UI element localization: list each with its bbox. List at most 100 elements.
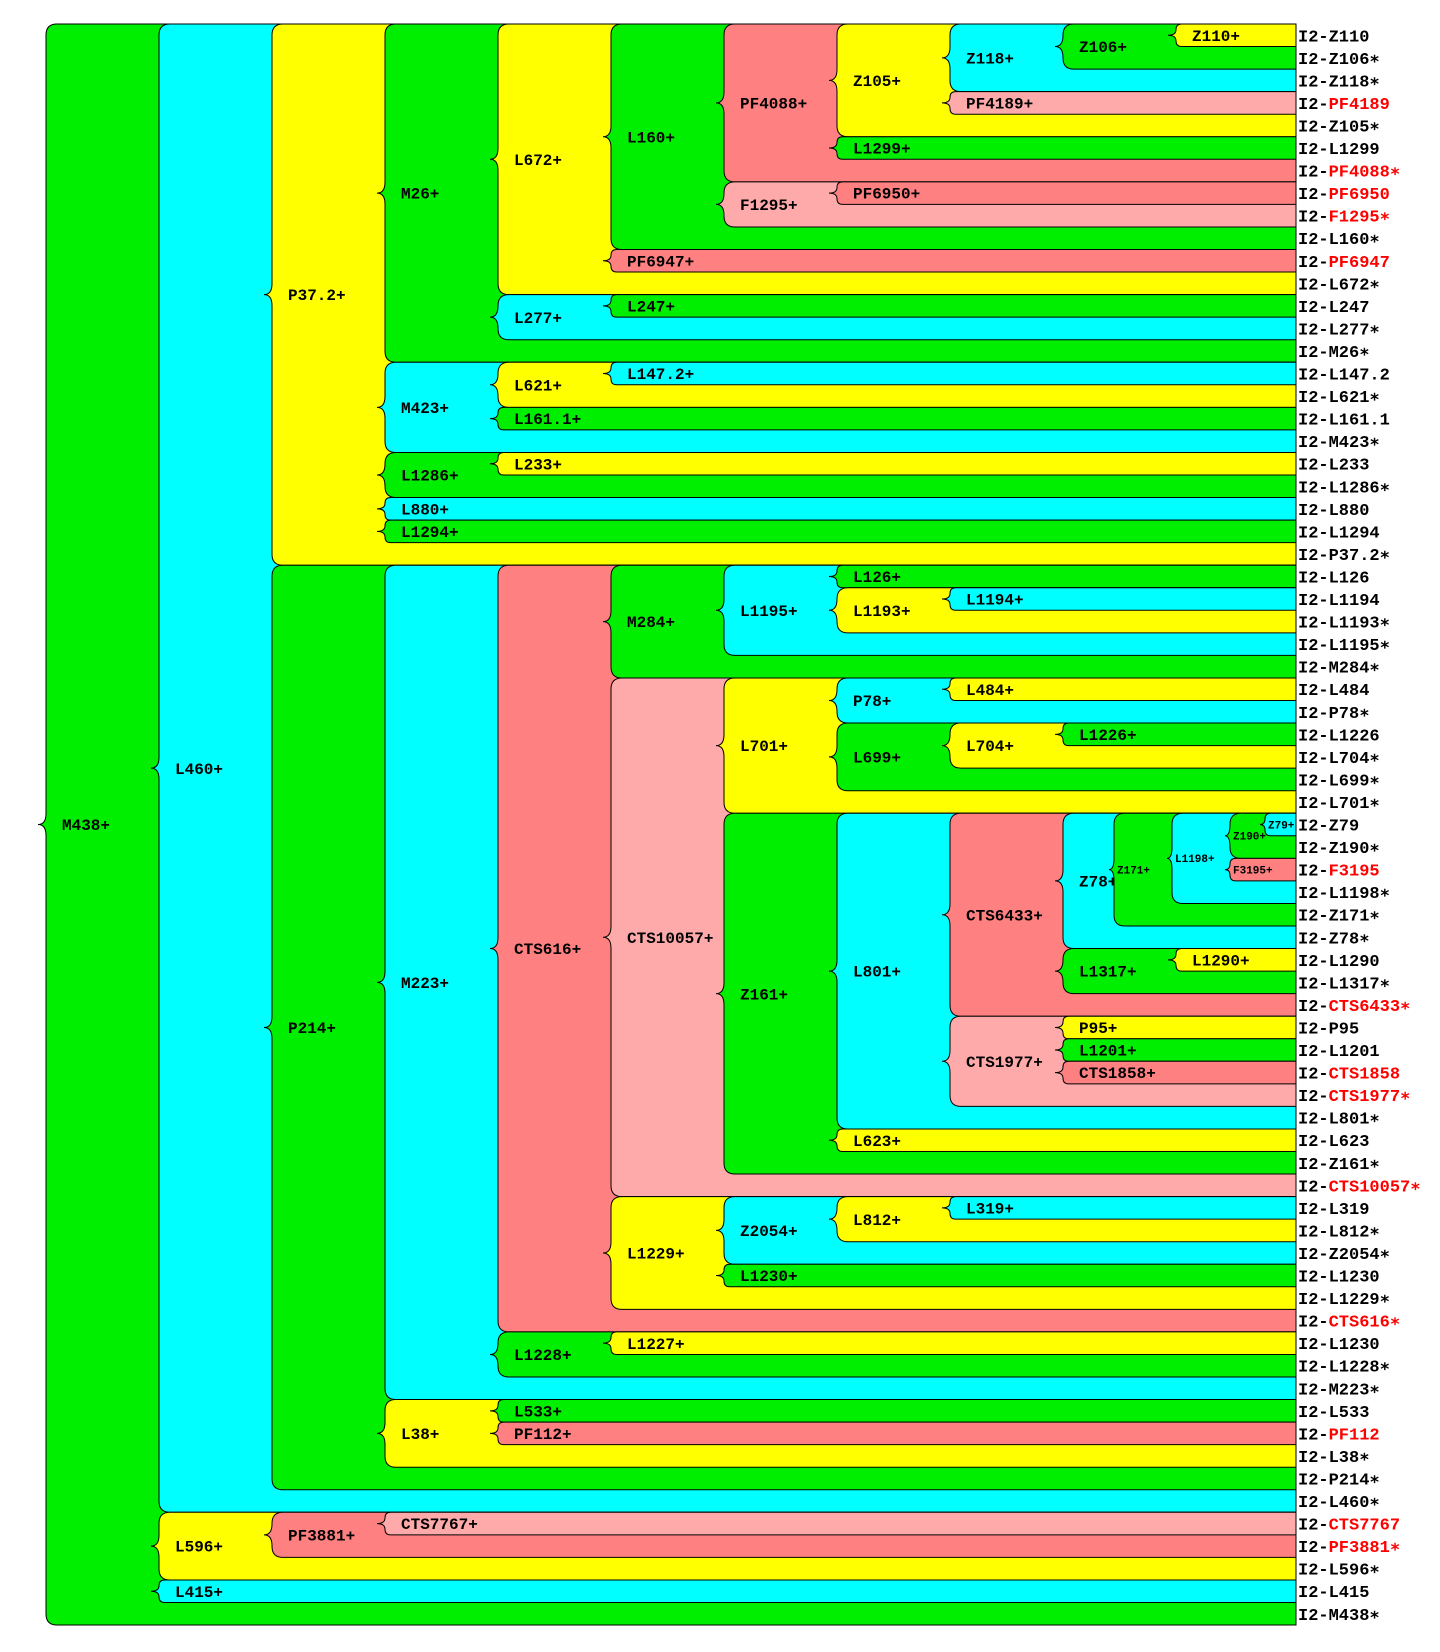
tip-name: L596	[1329, 1562, 1370, 1581]
tip-name: PF4189	[1329, 96, 1390, 115]
tip-label-pf4189: I2-PF4189	[1298, 96, 1390, 115]
tip-label-l161-1: I2-L161.1	[1298, 412, 1390, 431]
tip-label-l596: I2-L596∗	[1298, 1562, 1380, 1581]
tip-prefix: I2-	[1298, 975, 1329, 994]
clade-label-m423: M423+	[401, 400, 449, 418]
clade-l1294-block	[376, 519, 1297, 544]
clade-label-l596: L596+	[175, 1539, 223, 1557]
tip-prefix: I2-	[1298, 1088, 1329, 1107]
tip-star: ∗	[1369, 276, 1379, 295]
tip-label-l704: I2-L704∗	[1298, 750, 1380, 769]
tip-name: P37.2	[1329, 547, 1380, 566]
tip-label-l126: I2-L126	[1298, 569, 1369, 588]
clade-l1226-block	[1054, 722, 1297, 747]
clade-label-l277: L277+	[514, 310, 562, 328]
clade-label-l319: L319+	[966, 1200, 1014, 1218]
clade-label-pf6947: PF6947+	[627, 253, 694, 271]
tip-prefix: I2-	[1298, 502, 1329, 521]
tip-star: ∗	[1369, 1156, 1379, 1175]
tip-name: L1317	[1329, 975, 1380, 994]
tip-star: ∗	[1369, 660, 1379, 679]
tip-prefix: I2-	[1298, 209, 1329, 228]
tip-label-m284: I2-M284∗	[1298, 660, 1380, 679]
tip-prefix: I2-	[1298, 96, 1329, 115]
clade-label-l1229: L1229+	[627, 1246, 685, 1264]
clade-label-l621: L621+	[514, 377, 562, 395]
tip-label-l621: I2-L621∗	[1298, 389, 1380, 408]
tip-label-f3195: I2-F3195	[1298, 863, 1380, 882]
clade-label-z171: Z171+	[1117, 865, 1150, 877]
clade-label-l801: L801+	[853, 964, 901, 982]
tip-label-m423: I2-M423∗	[1298, 434, 1380, 453]
clade-label-f3195: F3195+	[1233, 865, 1273, 877]
tip-prefix: I2-	[1298, 1562, 1329, 1581]
clade-cts1858-block	[1054, 1060, 1297, 1085]
tip-label-l699: I2-L699∗	[1298, 772, 1380, 791]
tip-star: ∗	[1369, 772, 1379, 791]
tip-name: F3195	[1329, 863, 1380, 882]
tip-star: ∗	[1380, 975, 1390, 994]
tip-label-l1229: I2-L1229∗	[1298, 1291, 1390, 1310]
tip-prefix: I2-	[1298, 186, 1329, 205]
tip-star: ∗	[1359, 930, 1369, 949]
tip-label-cts10057: I2-CTS10057∗	[1298, 1178, 1420, 1197]
tip-label-pf6947: I2-PF6947	[1298, 254, 1390, 273]
tip-name: L161.1	[1329, 412, 1390, 431]
clade-label-l1195: L1195+	[740, 603, 798, 621]
tip-star: ∗	[1369, 1562, 1379, 1581]
clade-label-p214: P214+	[288, 1020, 336, 1038]
clade-label-l704: L704+	[966, 738, 1014, 756]
clade-label-l460: L460+	[175, 761, 223, 779]
tip-name: Z190	[1329, 840, 1370, 859]
tip-prefix: I2-	[1298, 750, 1329, 769]
tip-prefix: I2-	[1298, 141, 1329, 160]
clade-label-f1295: F1295+	[740, 197, 798, 215]
tip-name: PF6947	[1329, 254, 1390, 273]
clade-label-l1294: L1294+	[401, 524, 459, 542]
tip-name: L160	[1329, 231, 1370, 250]
clade-label-l1228: L1228+	[514, 1347, 572, 1365]
clade-label-l672: L672+	[514, 152, 562, 170]
tip-name: L623	[1329, 1133, 1370, 1152]
tip-name: Z106	[1329, 51, 1370, 70]
tip-label-l801: I2-L801∗	[1298, 1111, 1380, 1130]
clade-label-z2054: Z2054+	[740, 1223, 798, 1241]
clade-p95-block	[1054, 1015, 1297, 1040]
tip-star: ∗	[1369, 1471, 1379, 1490]
tip-label-l1317: I2-L1317∗	[1298, 975, 1390, 994]
tip-name: L126	[1329, 569, 1370, 588]
clade-label-l1226: L1226+	[1079, 727, 1137, 745]
tip-label-z190: I2-Z190∗	[1298, 840, 1380, 859]
tip-star: ∗	[1369, 1381, 1379, 1400]
clade-l484-block	[941, 677, 1297, 701]
tip-label-l38: I2-L38∗	[1298, 1449, 1369, 1468]
tip-label-cts1858: I2-CTS1858	[1298, 1066, 1400, 1085]
tip-prefix: I2-	[1298, 1223, 1329, 1242]
tip-name: Z79	[1329, 818, 1360, 837]
tip-star: ∗	[1369, 840, 1379, 859]
clade-label-z118: Z118+	[966, 50, 1014, 68]
tip-prefix: I2-	[1298, 524, 1329, 543]
tip-star: ∗	[1380, 209, 1390, 228]
clade-label-l415: L415+	[175, 1584, 223, 1602]
tip-prefix: I2-	[1298, 1156, 1329, 1175]
tip-name: CTS7767	[1329, 1517, 1400, 1536]
tip-name: P214	[1329, 1471, 1370, 1490]
tip-prefix: I2-	[1298, 547, 1329, 566]
tip-prefix: I2-	[1298, 1607, 1329, 1626]
tip-star: ∗	[1369, 73, 1379, 92]
tip-name: Z78	[1329, 930, 1360, 949]
tip-prefix: I2-	[1298, 1178, 1329, 1197]
tip-label-p37-2: I2-P37.2∗	[1298, 547, 1390, 566]
tip-prefix: I2-	[1298, 231, 1329, 250]
tip-label-l1226: I2-L1226	[1298, 727, 1380, 746]
clade-f3195-block	[1224, 857, 1297, 882]
tip-name: Z161	[1329, 1156, 1370, 1175]
clade-label-cts10057: CTS10057+	[627, 930, 713, 948]
tip-prefix: I2-	[1298, 1471, 1329, 1490]
clade-label-l484: L484+	[966, 682, 1014, 700]
tip-prefix: I2-	[1298, 1359, 1329, 1378]
tip-prefix: I2-	[1298, 73, 1329, 92]
tip-label-l1294: I2-L1294	[1298, 524, 1380, 543]
clade-pf4189-block	[941, 91, 1297, 115]
